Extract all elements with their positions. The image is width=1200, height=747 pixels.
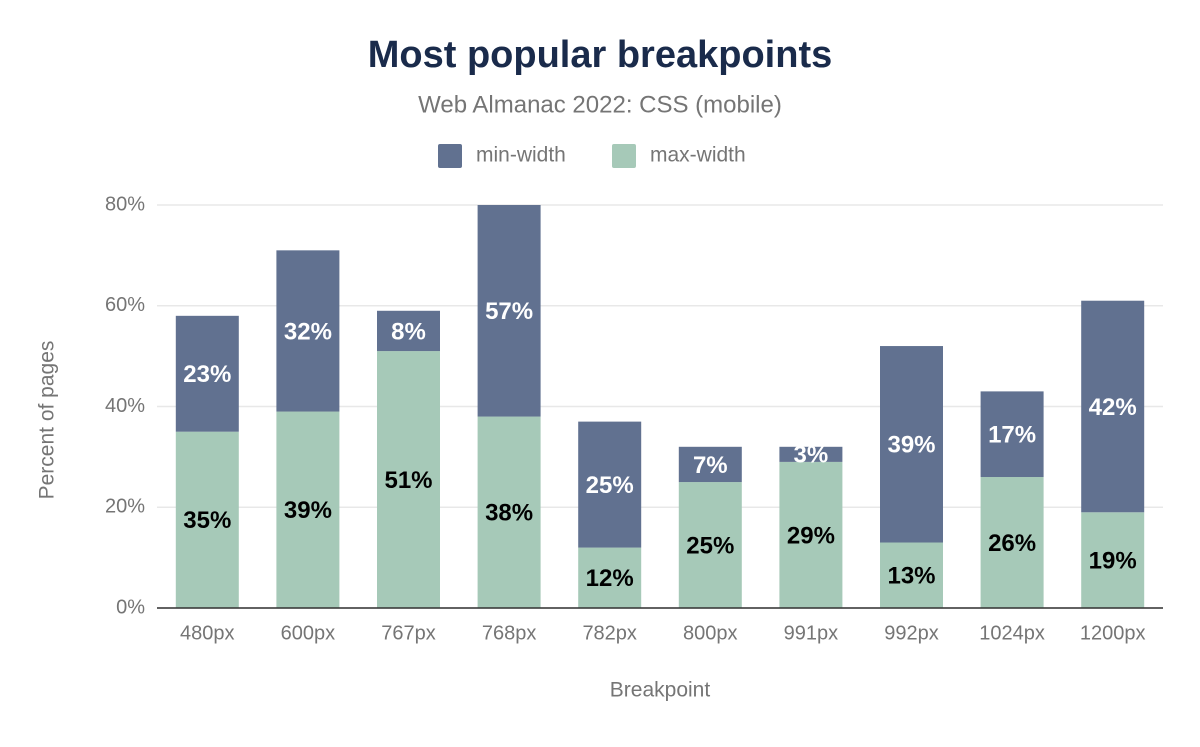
data-label: 8% bbox=[391, 318, 426, 345]
bar-segment bbox=[377, 351, 440, 608]
bar-segment bbox=[377, 310, 440, 352]
bar-segment bbox=[276, 250, 340, 412]
y-tick-label: 20% bbox=[105, 496, 145, 518]
bar-segment bbox=[1081, 512, 1145, 608]
x-tick-label: 600px bbox=[281, 622, 336, 644]
data-label: 42% bbox=[1089, 394, 1137, 421]
bar-segment bbox=[477, 205, 541, 417]
x-tick-label: 480px bbox=[180, 622, 235, 644]
bar-segment bbox=[175, 431, 239, 608]
x-tick-label: 782px bbox=[582, 622, 637, 644]
y-tick-label: 80% bbox=[105, 193, 145, 215]
x-tick-label: 992px bbox=[884, 622, 939, 644]
bar-segment bbox=[880, 346, 943, 543]
x-tick-label: 1024px bbox=[979, 622, 1045, 644]
data-label: 25% bbox=[586, 472, 634, 499]
bar-segment bbox=[980, 477, 1044, 608]
x-tick-label: 767px bbox=[381, 622, 436, 644]
bar-segment bbox=[980, 391, 1044, 478]
bars bbox=[175, 205, 1145, 608]
chart-subtitle: Web Almanac 2022: CSS (mobile) bbox=[418, 91, 782, 118]
bar-segment bbox=[678, 446, 742, 483]
data-label: 26% bbox=[988, 530, 1036, 557]
y-axis-label: Percent of pages bbox=[36, 341, 59, 500]
bar-segment bbox=[477, 416, 541, 608]
bar-segment bbox=[779, 446, 843, 462]
data-label: 13% bbox=[887, 563, 935, 590]
data-label: 38% bbox=[485, 500, 533, 527]
y-tick-label: 40% bbox=[105, 395, 145, 417]
legend-swatch bbox=[612, 144, 636, 168]
data-label: 57% bbox=[485, 298, 533, 325]
legend-label: min-width bbox=[476, 144, 566, 167]
data-label: 23% bbox=[183, 361, 231, 388]
x-tick-label: 768px bbox=[482, 622, 537, 644]
bar-segment bbox=[880, 542, 943, 608]
bar-segment bbox=[779, 461, 843, 608]
labels: 0% 20% 40% 60% 80% min-width max-width 480px 35%… bbox=[105, 144, 1146, 645]
legend-label: max-width bbox=[650, 144, 746, 167]
data-label: 29% bbox=[787, 522, 835, 549]
bar-segment bbox=[578, 547, 642, 608]
x-axis-label: Breakpoint bbox=[610, 679, 711, 702]
bar-segment bbox=[175, 315, 239, 432]
y-tick-label: 60% bbox=[105, 294, 145, 316]
data-label: 32% bbox=[284, 318, 332, 345]
data-label: 51% bbox=[384, 467, 432, 494]
y-tick-label: 0% bbox=[116, 596, 145, 618]
data-label: 25% bbox=[686, 532, 734, 559]
data-label: 19% bbox=[1089, 547, 1137, 574]
x-tick-label: 991px bbox=[784, 622, 839, 644]
x-tick-label: 1200px bbox=[1080, 622, 1146, 644]
bar-segment bbox=[678, 482, 742, 608]
bar-segment bbox=[578, 421, 642, 548]
data-label: 39% bbox=[887, 432, 935, 459]
data-label: 17% bbox=[988, 422, 1036, 449]
legend-swatch bbox=[438, 144, 462, 168]
x-tick-label: 800px bbox=[683, 622, 738, 644]
data-label: 7% bbox=[693, 452, 728, 479]
chart-title: Most popular breakpoints bbox=[368, 34, 832, 76]
data-label: 12% bbox=[586, 565, 634, 592]
data-label: 39% bbox=[284, 497, 332, 524]
data-label: 35% bbox=[183, 507, 231, 534]
data-label: 3% bbox=[794, 442, 829, 469]
bar-segment bbox=[1081, 300, 1145, 513]
bar-segment bbox=[276, 411, 340, 608]
